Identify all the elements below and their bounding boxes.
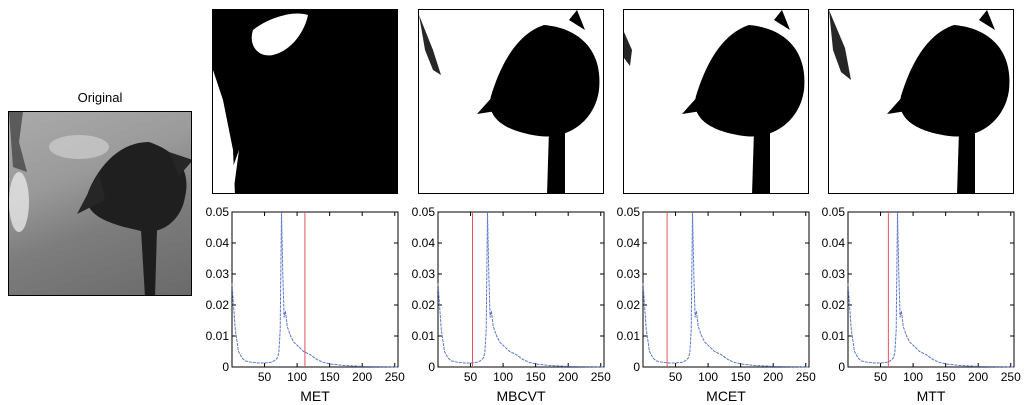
histogram-line xyxy=(437,211,605,368)
plot-area xyxy=(642,211,810,368)
y-tick-label: 0.01 xyxy=(206,329,230,343)
y-tick-label: 0.01 xyxy=(822,329,846,343)
y-tick-label: 0.02 xyxy=(412,298,436,312)
x-tick-label: 250 xyxy=(1001,370,1021,384)
histogram-line xyxy=(231,211,399,368)
palm-tree-photo xyxy=(9,112,191,295)
y-tick-label: 0.01 xyxy=(617,329,641,343)
method-label: MTT xyxy=(917,388,946,404)
y-tick-label: 0.05 xyxy=(412,205,436,219)
y-tick-label: 0 xyxy=(633,360,640,374)
y-tick-label: 0.03 xyxy=(617,267,641,281)
original-title: Original xyxy=(77,90,123,105)
plot-area xyxy=(231,211,399,368)
plot-area xyxy=(847,211,1015,368)
y-tick-label: 0.04 xyxy=(822,236,846,250)
x-tick-label: 250 xyxy=(796,370,816,384)
x-tick-label: 50 xyxy=(464,370,478,384)
histogram-line xyxy=(847,211,1015,368)
x-tick-label: 100 xyxy=(287,370,307,384)
x-tick-label: 150 xyxy=(320,370,340,384)
x-tick-label: 200 xyxy=(968,370,988,384)
y-tick-label: 0.01 xyxy=(412,329,436,343)
binary-image-mbcvt xyxy=(418,9,604,194)
y-tick-label: 0.02 xyxy=(822,298,846,312)
x-tick-label: 200 xyxy=(352,370,372,384)
x-tick-label: 50 xyxy=(874,370,888,384)
x-tick-label: 250 xyxy=(591,370,611,384)
y-tick-label: 0.03 xyxy=(822,267,846,281)
binary-image-mtt xyxy=(828,9,1014,194)
x-tick-label: 150 xyxy=(526,370,546,384)
method-label: MBCVT xyxy=(497,388,546,404)
x-tick-label: 200 xyxy=(763,370,783,384)
x-tick-label: 100 xyxy=(493,370,513,384)
y-tick-label: 0.05 xyxy=(617,205,641,219)
method-label: MCET xyxy=(706,388,746,404)
y-tick-label: 0.05 xyxy=(206,205,230,219)
x-tick-label: 150 xyxy=(936,370,956,384)
y-tick-label: 0 xyxy=(428,360,435,374)
x-tick-label: 50 xyxy=(669,370,683,384)
histogram-chart-mbcvt: 0 0.01 0.02 0.03 0.04 0.05 50 100 150 200 250 MBCVT xyxy=(412,205,611,404)
x-tick-label: 200 xyxy=(558,370,578,384)
histogram-chart-mcet: 0 0.01 0.02 0.03 0.04 0.05 50 100 150 200 250 MCET xyxy=(617,205,816,404)
y-tick-label: 0.02 xyxy=(206,298,230,312)
x-tick-label: 50 xyxy=(258,370,272,384)
y-tick-label: 0.03 xyxy=(206,267,230,281)
x-tick-label: 250 xyxy=(385,370,405,384)
y-tick-label: 0.04 xyxy=(412,236,436,250)
x-tick-label: 150 xyxy=(731,370,751,384)
plot-area xyxy=(437,211,605,368)
binary-image-mcet xyxy=(623,9,809,194)
method-label: MET xyxy=(300,388,330,404)
x-tick-label: 100 xyxy=(903,370,923,384)
y-tick-label: 0.05 xyxy=(822,205,846,219)
y-tick-label: 0 xyxy=(222,360,229,374)
original-image xyxy=(8,111,192,296)
x-tick-label: 100 xyxy=(698,370,718,384)
y-tick-label: 0.04 xyxy=(617,236,641,250)
y-tick-label: 0 xyxy=(838,360,845,374)
y-tick-label: 0.04 xyxy=(206,236,230,250)
binary-image-met xyxy=(212,9,398,194)
histogram-chart-mtt: 0 0.01 0.02 0.03 0.04 0.05 50 100 150 200 250 MTT xyxy=(822,205,1021,404)
y-tick-label: 0.03 xyxy=(412,267,436,281)
y-tick-label: 0.02 xyxy=(617,298,641,312)
histogram-chart-met: 0 0.01 0.02 0.03 0.04 0.05 50 100 150 200 250 MET xyxy=(206,205,405,404)
histogram-line xyxy=(642,211,810,368)
